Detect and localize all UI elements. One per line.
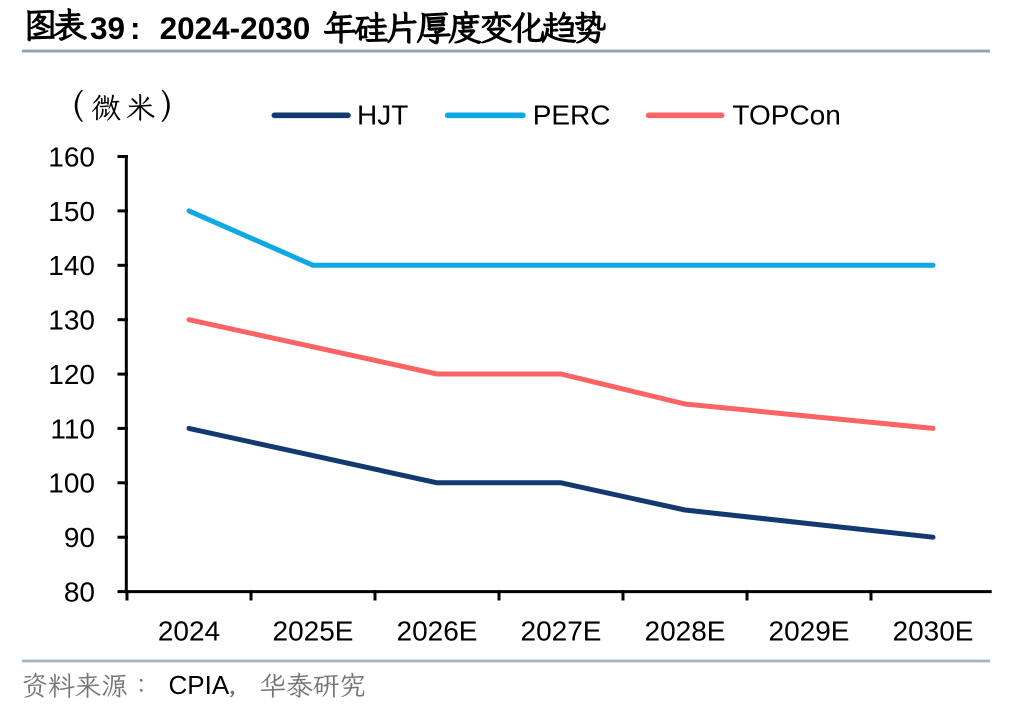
svg-text:2027E: 2027E [521,616,602,647]
svg-text:CPIA: CPIA [169,670,230,700]
svg-text:2026E: 2026E [397,616,478,647]
svg-text:39: 39 [90,10,125,46]
svg-text:PERC: PERC [533,100,611,131]
svg-text:140: 140 [48,250,95,281]
svg-text:2025E: 2025E [273,616,354,647]
svg-text:110: 110 [50,413,95,444]
svg-text:160: 160 [48,141,95,172]
svg-text:2024: 2024 [158,616,220,647]
svg-text:2024-2030: 2024-2030 [160,10,311,46]
svg-text:80: 80 [64,577,95,608]
svg-text:2029E: 2029E [769,616,850,647]
svg-text:HJT: HJT [357,100,408,131]
svg-text:120: 120 [48,359,95,390]
svg-text:2030E: 2030E [893,616,974,647]
svg-text::: : [130,10,141,46]
svg-text:TOPCon: TOPCon [732,100,840,131]
svg-text:2028E: 2028E [645,616,726,647]
svg-text:90: 90 [64,522,95,553]
svg-text:130: 130 [48,305,95,336]
svg-text:150: 150 [48,196,95,227]
svg-text:100: 100 [48,468,95,499]
